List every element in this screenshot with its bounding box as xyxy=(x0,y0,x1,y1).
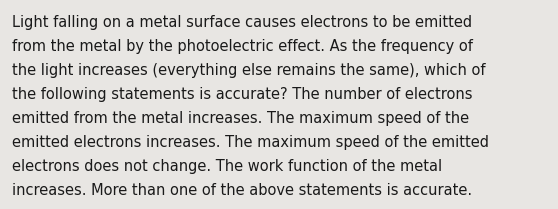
Text: emitted from the metal increases. The maximum speed of the: emitted from the metal increases. The ma… xyxy=(12,111,469,126)
Text: the light increases (everything else remains the same), which of: the light increases (everything else rem… xyxy=(12,63,486,78)
Text: electrons does not change. The work function of the metal: electrons does not change. The work func… xyxy=(12,159,442,174)
Text: emitted electrons increases. The maximum speed of the emitted: emitted electrons increases. The maximum… xyxy=(12,135,489,150)
Text: increases. More than one of the above statements is accurate.: increases. More than one of the above st… xyxy=(12,183,473,198)
Text: Light falling on a metal surface causes electrons to be emitted: Light falling on a metal surface causes … xyxy=(12,15,473,30)
Text: the following statements is accurate? The number of electrons: the following statements is accurate? Th… xyxy=(12,87,473,102)
Text: from the metal by the photoelectric effect. As the frequency of: from the metal by the photoelectric effe… xyxy=(12,39,473,54)
